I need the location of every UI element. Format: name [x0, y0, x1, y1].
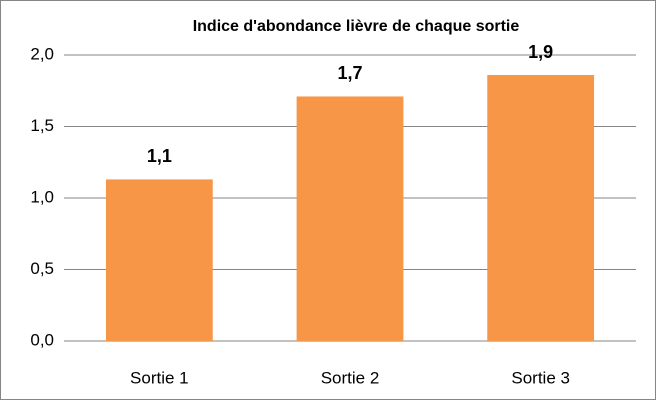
y-tick-label: 1,5	[30, 116, 54, 135]
y-tick-label: 0,5	[30, 259, 54, 278]
bar	[296, 96, 404, 341]
data-label: 1,1	[147, 146, 172, 166]
x-tick-label: Sortie 1	[130, 368, 189, 387]
data-label: 1,9	[528, 42, 553, 62]
y-tick-label: 2,0	[30, 44, 54, 63]
bar	[487, 75, 595, 342]
x-tick-label: Sortie 3	[511, 368, 570, 387]
y-tick-label: 1,0	[30, 187, 54, 206]
y-tick-label: 0,0	[30, 330, 54, 349]
chart-title: Indice d'abondance lièvre de chaque sort…	[193, 18, 520, 35]
data-label: 1,7	[337, 63, 362, 83]
bar	[105, 179, 213, 341]
x-tick-label: Sortie 2	[321, 368, 380, 387]
